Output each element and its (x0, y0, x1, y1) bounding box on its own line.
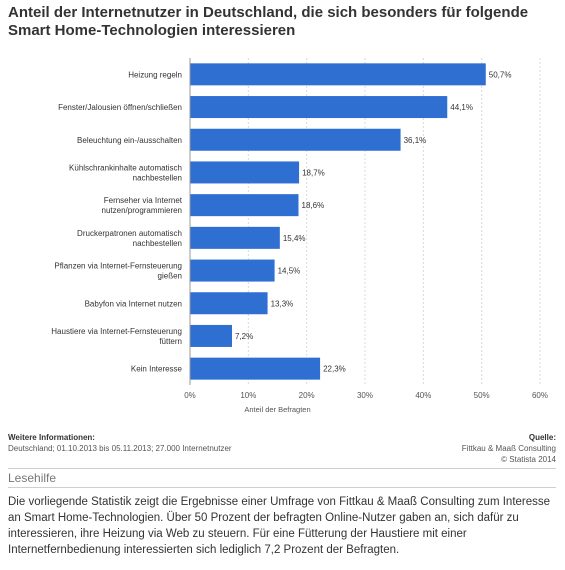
category-label: Pflanzen via Internet-Fernsteuerung gieße… (54, 262, 182, 281)
divider (8, 468, 556, 469)
category-label: Kein Interesse (131, 365, 183, 374)
category-label: Heizung regeln (128, 70, 182, 79)
category-label: Kühlschrankinhalte automatisch nachbestel… (69, 163, 182, 182)
category-label: Druckerpatronen automatisch nachbestellen (77, 229, 182, 248)
bar (190, 259, 275, 282)
x-axis-label: Anteil der Befragten (244, 405, 310, 414)
source-line-2: © Statista 2014 (501, 455, 556, 464)
bar (190, 96, 448, 119)
info-block: Weitere Informationen: Deutschland; 01.1… (8, 432, 556, 464)
chart-title: Anteil der Internetnutzer in Deutschland… (8, 4, 529, 39)
value-label: 13,3% (271, 299, 294, 308)
value-label: 14,5% (278, 267, 301, 276)
category-label: Haustiere via Internet-Fernsteuerung fütt… (51, 327, 182, 346)
bar (190, 63, 486, 86)
value-label: 22,3% (323, 365, 346, 374)
value-label: 18,7% (302, 168, 325, 177)
lesehilfe-heading: Lesehilfe (8, 471, 57, 485)
info-heading: Weitere Informationen: (8, 433, 95, 442)
lesehilfe-text: Die vorliegende Statistik zeigt die Erge… (8, 496, 551, 556)
category-label: Fenster/Jalousien öffnen/schließen (58, 103, 182, 112)
x-tick-label: 0% (184, 391, 196, 400)
value-label: 36,1% (404, 136, 427, 145)
category-label: Babyfon via Internet nutzen (85, 299, 182, 308)
value-label: 15,4% (283, 234, 306, 243)
x-tick-label: 30% (357, 391, 373, 400)
bar (190, 226, 280, 249)
source-line-1: Fittkau & Maaß Consulting (461, 444, 556, 453)
x-tick-label: 40% (415, 391, 431, 400)
value-label: 7,2% (235, 332, 253, 341)
source-block: Quelle: Fittkau & Maaß Consulting © Stat… (462, 432, 556, 465)
bar (190, 324, 232, 347)
value-label: 44,1% (450, 103, 473, 112)
divider (8, 487, 556, 488)
info-text: Deutschland; 01.10.2013 bis 05.11.2013; … (8, 444, 232, 453)
bar (190, 194, 299, 217)
bar-chart: 0% 10% 20% 30% 40% 50% 60% Anteil der Befragten… (51, 58, 548, 414)
category-label: Fernseher via Internet nutzen/programmier… (102, 196, 183, 215)
value-label: 18,6% (302, 201, 325, 210)
bar (190, 292, 268, 315)
x-tick-label: 20% (299, 391, 315, 400)
x-tick-label: 10% (240, 391, 256, 400)
source-heading: Quelle: (528, 433, 556, 442)
x-tick-label: 50% (474, 391, 490, 400)
bar (190, 128, 401, 151)
x-tick-label: 60% (532, 391, 548, 400)
value-label: 50,7% (489, 70, 512, 79)
category-label: Beleuchtung ein-/ausschalten (77, 136, 182, 145)
bar (190, 161, 300, 184)
bar (190, 357, 321, 380)
